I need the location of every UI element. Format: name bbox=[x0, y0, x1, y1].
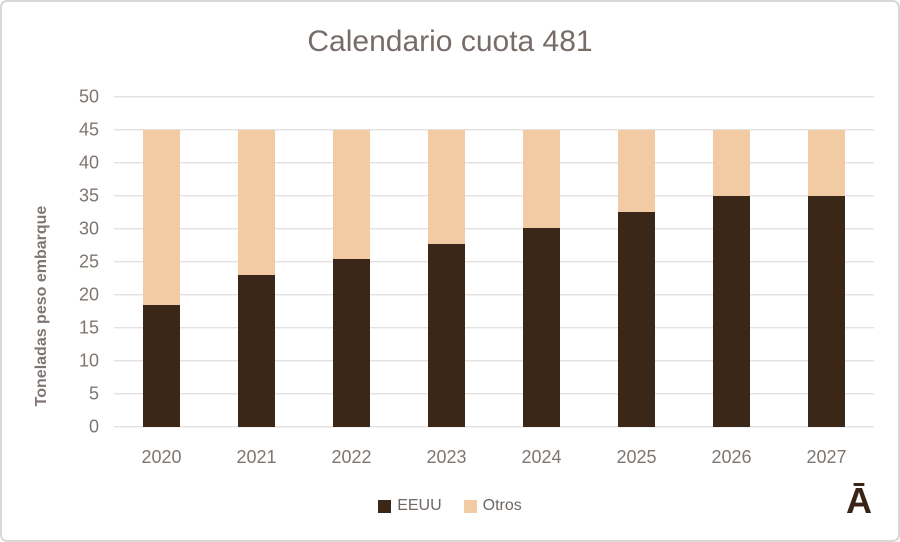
bar-segment-2022-eeuu bbox=[333, 259, 370, 427]
y-tick-label-45: 45 bbox=[78, 119, 99, 140]
x-tick-label-2025: 2025 bbox=[616, 447, 657, 467]
y-tick-label-50: 50 bbox=[78, 86, 99, 107]
legend-swatch-eeuu bbox=[378, 499, 392, 513]
bar-segment-2023-otros bbox=[428, 130, 465, 244]
gridline-20 bbox=[114, 294, 874, 296]
legend: EEUU Otros bbox=[2, 497, 898, 515]
y-tick-label-10: 10 bbox=[78, 350, 99, 371]
x-tick-label-2023: 2023 bbox=[426, 447, 467, 467]
bar-segment-2024-otros bbox=[523, 130, 560, 228]
y-axis-title: Toneladas peso embarque bbox=[33, 205, 50, 407]
x-tick-label-2027: 2027 bbox=[806, 447, 847, 467]
gridline-40 bbox=[114, 162, 874, 164]
x-tick-label-2022: 2022 bbox=[331, 447, 372, 467]
bar-segment-2021-otros bbox=[238, 130, 275, 276]
watermark-letter: Ā bbox=[846, 480, 872, 521]
bar-segment-2021-eeuu bbox=[238, 275, 275, 427]
bar-segment-2026-eeuu bbox=[713, 196, 750, 427]
gridline-5 bbox=[114, 393, 874, 395]
bar-segment-2025-otros bbox=[618, 130, 655, 212]
bar-segment-2027-eeuu bbox=[808, 196, 845, 427]
y-tick-label-20: 20 bbox=[78, 284, 99, 305]
gridline-25 bbox=[114, 261, 874, 263]
y-tick-label-25: 25 bbox=[78, 251, 99, 272]
bar-segment-2022-otros bbox=[333, 130, 370, 260]
legend-swatch-otros bbox=[463, 499, 477, 513]
gridline-35 bbox=[114, 195, 874, 197]
x-tick-label-2024: 2024 bbox=[521, 447, 562, 467]
gridline-0 bbox=[114, 426, 874, 428]
legend-item-eeuu: EEUU bbox=[378, 497, 442, 515]
bar-segment-2025-eeuu bbox=[618, 211, 655, 427]
y-tick-label-40: 40 bbox=[78, 152, 99, 173]
y-tick-label-5: 5 bbox=[88, 383, 99, 404]
gridline-30 bbox=[114, 228, 874, 230]
legend-label-eeuu: EEUU bbox=[397, 497, 442, 514]
y-tick-label-35: 35 bbox=[78, 185, 99, 206]
bar-segment-2026-otros bbox=[713, 130, 750, 196]
y-tick-label-0: 0 bbox=[88, 416, 99, 437]
gridline-10 bbox=[114, 360, 874, 362]
bar-segment-2024-eeuu bbox=[523, 227, 560, 427]
y-tick-label-30: 30 bbox=[78, 218, 99, 239]
legend-label-otros: Otros bbox=[482, 497, 522, 514]
legend-item-otros: Otros bbox=[463, 497, 522, 515]
gridline-50 bbox=[114, 96, 874, 98]
bar-segment-2027-otros bbox=[808, 130, 845, 196]
gridline-15 bbox=[114, 327, 874, 329]
bar-segment-2020-otros bbox=[143, 130, 180, 305]
x-tick-label-2026: 2026 bbox=[711, 447, 752, 467]
y-tick-label-15: 15 bbox=[78, 317, 99, 338]
gridline-45 bbox=[114, 129, 874, 131]
bar-segment-2020-eeuu bbox=[143, 304, 180, 427]
x-tick-label-2021: 2021 bbox=[236, 447, 277, 467]
x-tick-label-2020: 2020 bbox=[141, 447, 182, 467]
plot-area bbox=[114, 96, 874, 428]
chart-title: Calendario cuota 481 bbox=[307, 25, 593, 58]
bar-segment-2023-eeuu bbox=[428, 243, 465, 427]
